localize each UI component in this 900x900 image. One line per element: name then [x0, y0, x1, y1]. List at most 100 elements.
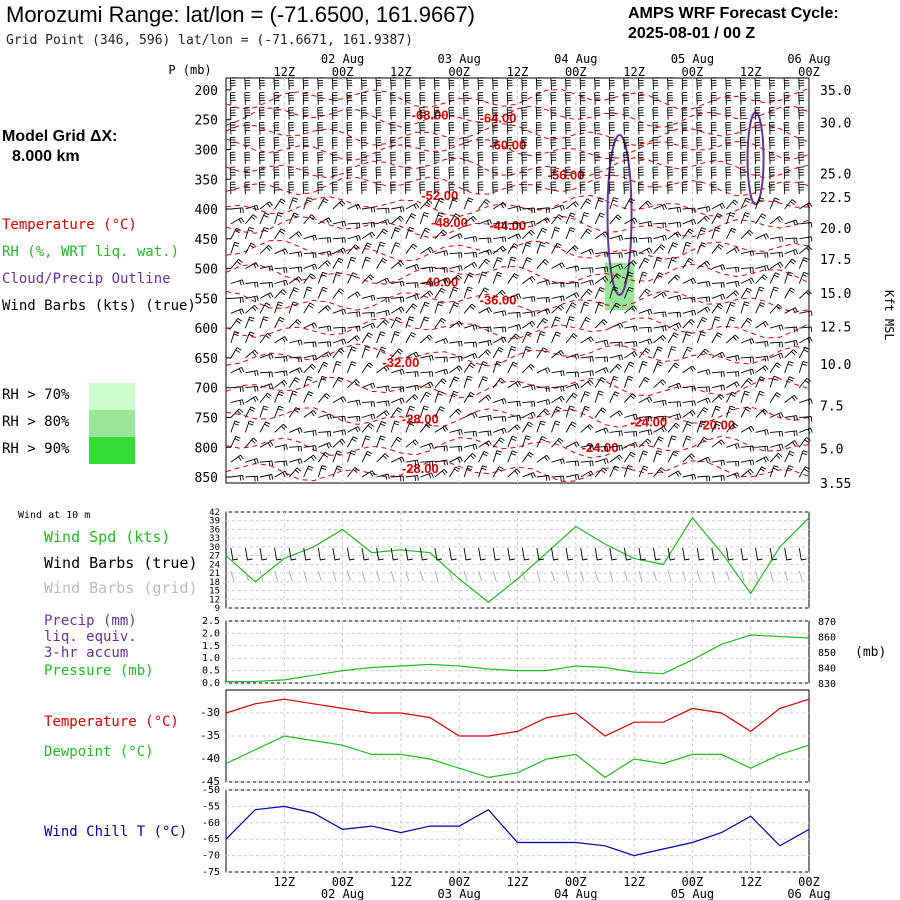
wind-barb: [360, 151, 367, 165]
wind-barb: [579, 92, 586, 105]
grid-wind-barb: [551, 570, 555, 582]
wind-barb: [346, 107, 353, 120]
wind-barb: [361, 231, 376, 240]
wind-barb: [258, 166, 265, 180]
wind-barb: [361, 242, 372, 254]
wind-barb: [681, 151, 688, 165]
bottom-hour-label: 00Z: [798, 875, 820, 889]
wind-barb: [259, 201, 273, 210]
wind-barb: [448, 77, 455, 90]
wind-barb: [449, 301, 460, 314]
wind-barb: [492, 360, 502, 373]
wind-barb: [404, 92, 411, 105]
wind-panel-tick-label: 27: [209, 552, 220, 562]
wind-barb: [710, 92, 717, 105]
wind-barb: [346, 136, 353, 150]
wind-barb: [740, 212, 750, 225]
wind-barb: [404, 77, 411, 90]
wind-barb: [740, 267, 754, 273]
pressure-right-tick-label: 840: [818, 664, 836, 675]
wind-barb: [579, 166, 586, 180]
wind-barb: [346, 181, 353, 195]
wind-barb: [769, 77, 775, 90]
wind-barb: [682, 218, 697, 226]
wind-barb: [433, 92, 440, 105]
top-hour-label: 12Z: [273, 65, 295, 79]
wind-barb: [274, 370, 288, 377]
wind-barb: [798, 346, 810, 359]
wind-barb: [360, 92, 367, 105]
wind-barb: [580, 379, 594, 389]
wind-barb: [463, 121, 469, 135]
precip-panel-tick-label: 2.5: [202, 616, 220, 627]
top-hour-label: 12Z: [623, 65, 645, 79]
wind-barb: [726, 381, 740, 389]
wind-barb: [565, 181, 571, 195]
wind-barb: [245, 214, 258, 225]
wind-barb: [289, 445, 302, 452]
wind-barb: [376, 385, 390, 392]
wind-barb: [580, 391, 590, 403]
wind-barb: [332, 308, 347, 315]
wind-barb: [405, 203, 420, 210]
wind-barb: [376, 319, 389, 329]
wind-barb: [288, 77, 295, 90]
wind-barb: [726, 266, 740, 273]
wind-barb: [244, 406, 256, 418]
top-hour-label: 12Z: [507, 65, 529, 79]
wind-barb: [419, 107, 426, 120]
wind-barb: [551, 475, 565, 482]
wind-barb: [464, 341, 477, 348]
wind-barb: [478, 219, 493, 226]
wind-barb: [536, 279, 551, 286]
wind-barb: [390, 331, 400, 344]
wind-barb: [376, 331, 386, 344]
wind-barb: [710, 107, 717, 120]
wind-barb: [433, 107, 440, 120]
wind-barb: [245, 395, 259, 403]
wind-barb: [551, 226, 561, 239]
wind-barb: [244, 136, 251, 150]
wind-barb: [434, 287, 446, 299]
wind-barb: [492, 151, 499, 165]
wind-barb: [726, 334, 739, 344]
wind-barb: [244, 420, 255, 433]
wind-barb: [302, 92, 309, 105]
wind-barb: [492, 92, 499, 105]
wind-barb: [624, 250, 638, 257]
wind-barb: [274, 212, 284, 225]
temperature-contour-label: -20.00: [698, 417, 735, 432]
wind-barb: [288, 301, 298, 314]
wind-barb: [609, 322, 624, 329]
wind-barb: [419, 212, 429, 225]
pressure-axis-label: P (mb): [168, 63, 211, 77]
wind-barb: [404, 121, 411, 135]
wind-barb: [463, 166, 469, 180]
wind-barb: [493, 416, 507, 422]
wind-barb: [331, 136, 338, 150]
wind-barb: [579, 136, 586, 150]
wind-barb: [595, 251, 609, 258]
wind-barb: [696, 215, 710, 225]
wind-barb: [769, 412, 784, 419]
wind-barb: [492, 377, 505, 388]
wind-barb: [725, 166, 732, 180]
pressure-tick-label: 250: [195, 114, 218, 129]
wind-barb: [478, 271, 488, 284]
wind-barb: [463, 261, 478, 269]
wind-barb: [390, 348, 404, 359]
wind-barb: [755, 408, 768, 418]
wind-barb: [711, 316, 721, 329]
wind-barb: [390, 136, 397, 150]
wind-barb: [783, 181, 790, 195]
wind-barb: [419, 301, 430, 314]
wind-barb: [492, 136, 499, 150]
wind-barb: [522, 384, 536, 391]
wind-barb: [288, 390, 298, 403]
wind-barb: [609, 391, 620, 403]
wind-barb: [769, 181, 775, 195]
wind-barb: [770, 251, 784, 258]
wind-barb: [434, 212, 444, 225]
wind-barb: [376, 309, 390, 317]
wind-barb: [565, 383, 580, 390]
